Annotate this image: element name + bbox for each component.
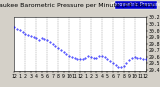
Text: Milwaukee Barometric Pressure per Minute (24 Hours): Milwaukee Barometric Pressure per Minute… [0,3,155,8]
Text: Barometric Pressure: Barometric Pressure [111,2,160,7]
